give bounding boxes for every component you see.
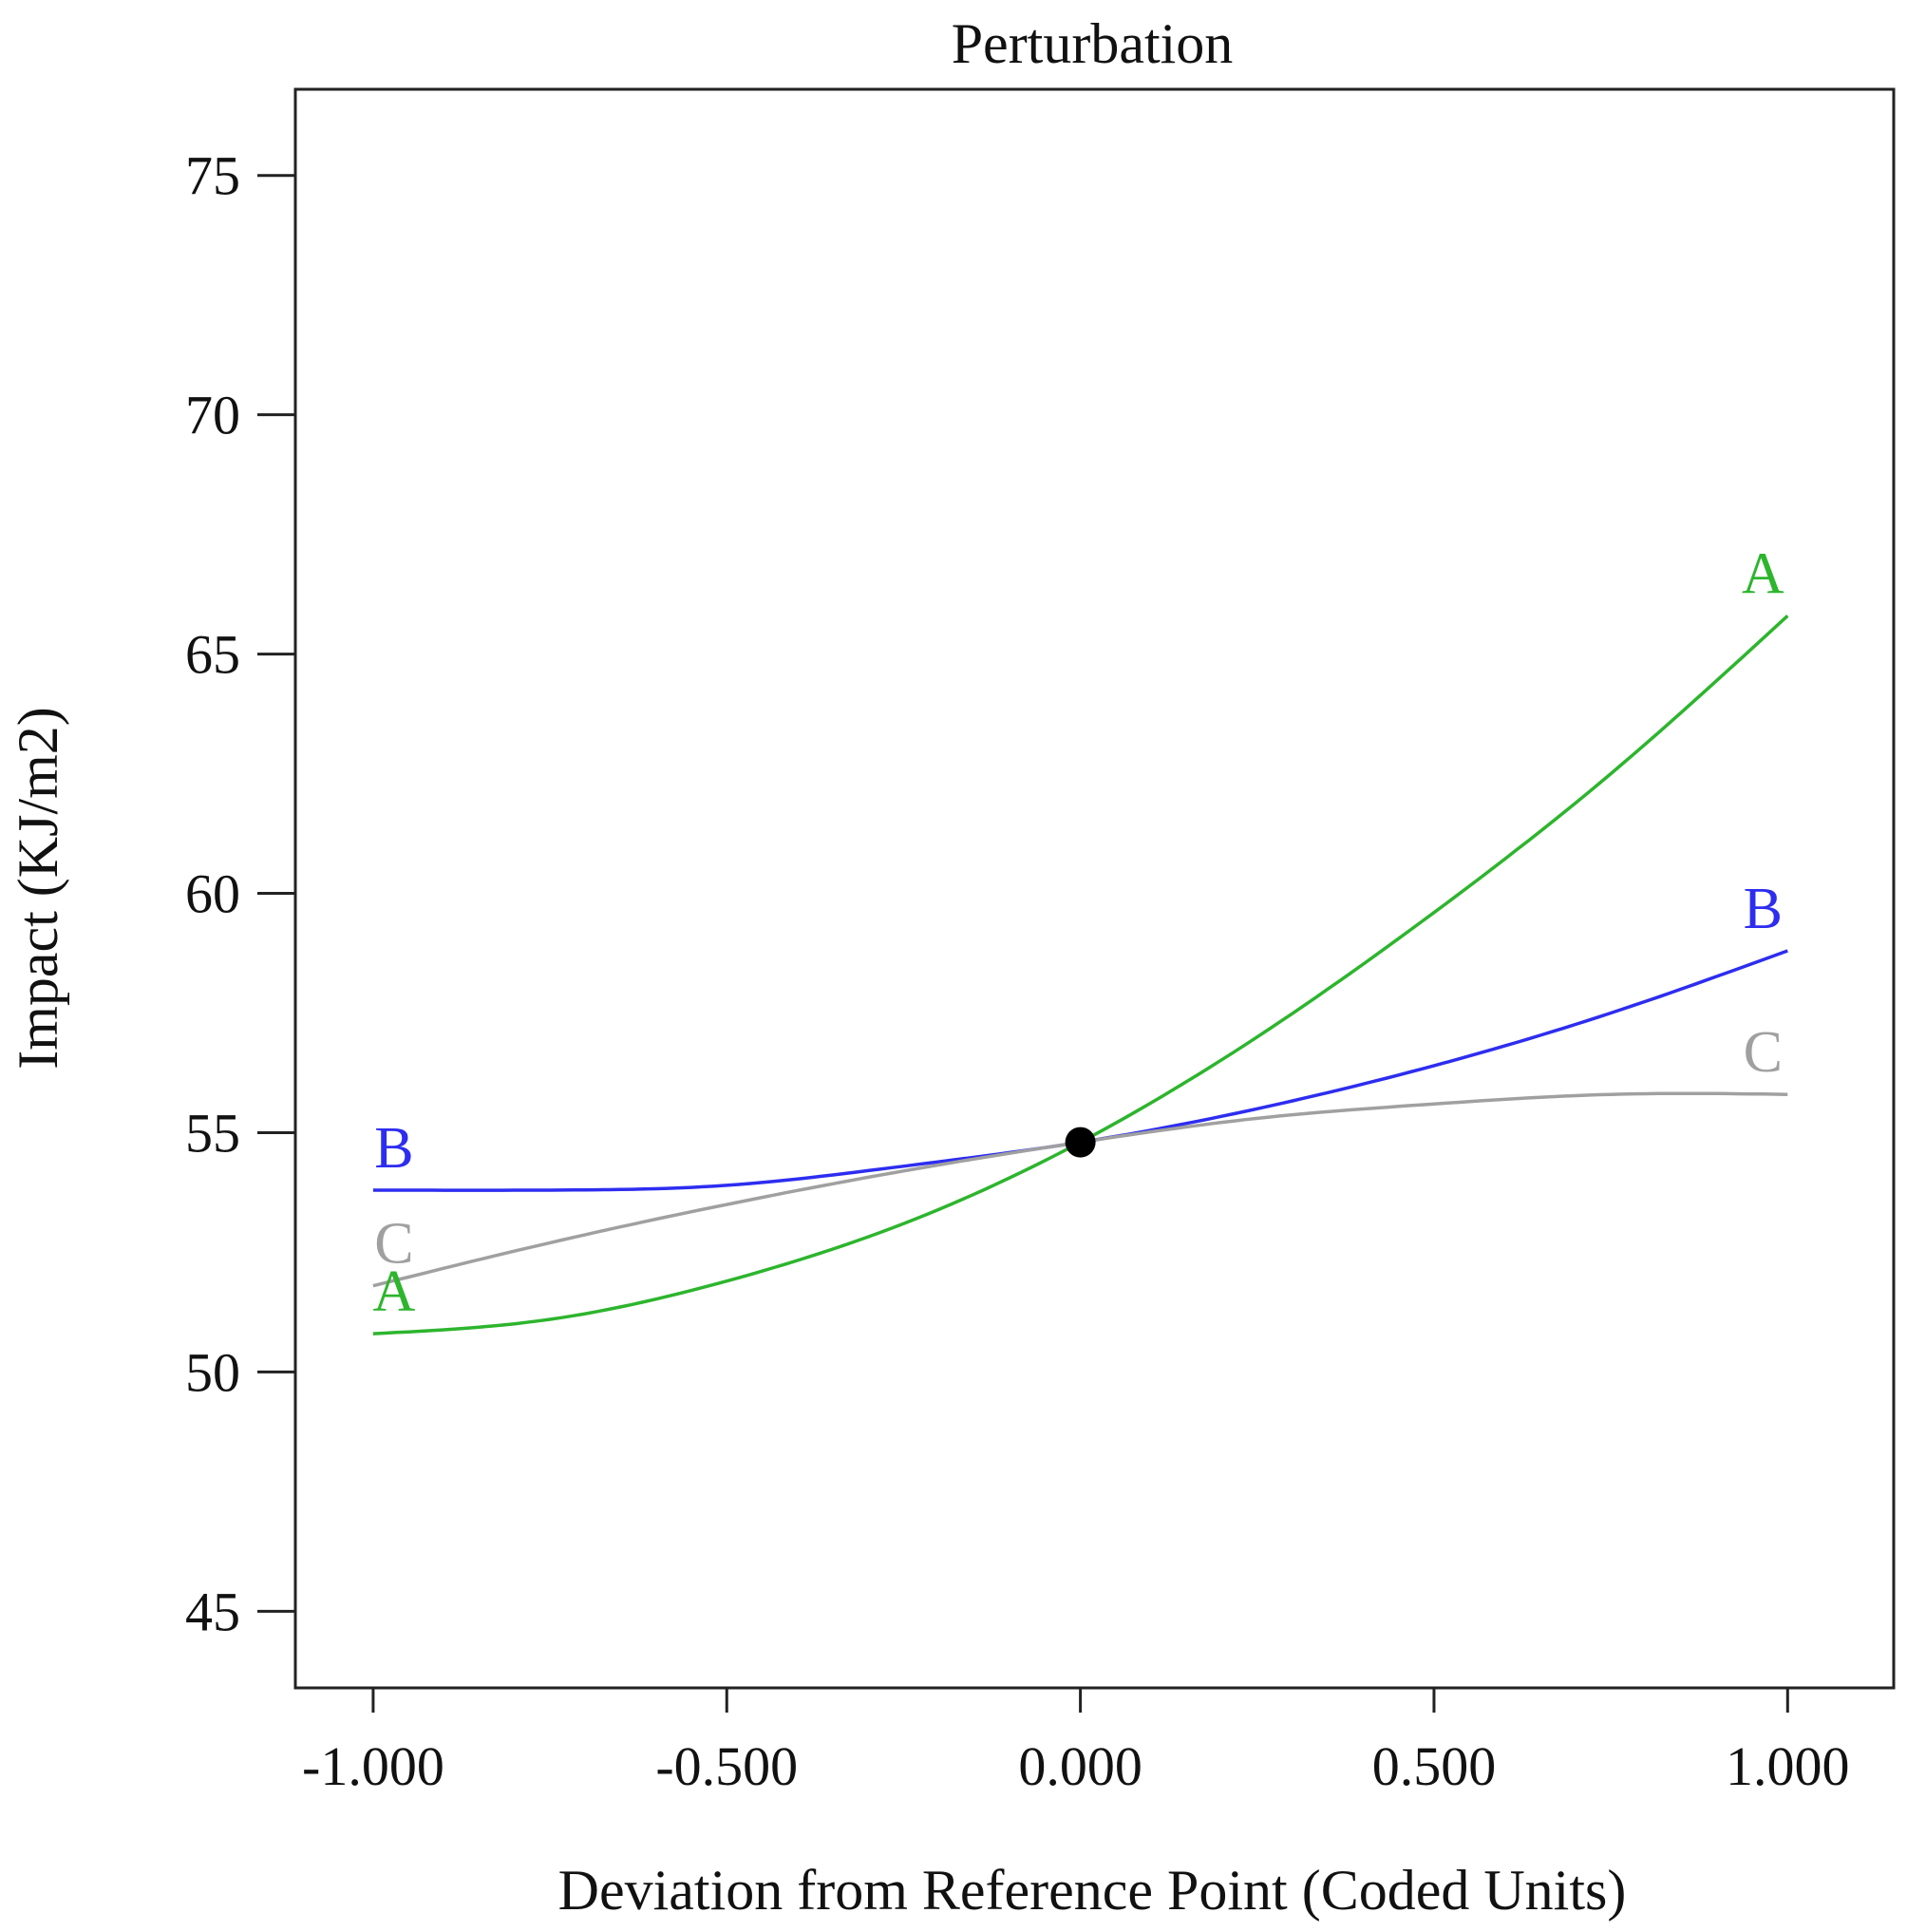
series-label-left-a: A <box>373 1260 416 1324</box>
x-tick-label: 0.500 <box>1372 1735 1497 1797</box>
series-label-left-b: B <box>374 1116 413 1181</box>
y-tick-label: 65 <box>185 624 240 686</box>
y-tick-label: 70 <box>185 385 240 446</box>
y-axis-title: Impact (KJ/m2) <box>7 707 69 1070</box>
series-lines <box>372 615 1789 1335</box>
series-label-right-b: B <box>1744 877 1783 941</box>
y-tick-label: 50 <box>185 1341 240 1403</box>
y-tick-label: 55 <box>185 1102 240 1164</box>
series-label-left-c: C <box>374 1212 413 1277</box>
x-tick-label: -0.500 <box>655 1735 798 1797</box>
y-tick-label: 75 <box>185 145 240 207</box>
plot-frame <box>293 87 1896 1690</box>
x-tick-label: 1.000 <box>1726 1735 1850 1797</box>
y-tick-label: 60 <box>185 863 240 925</box>
x-axis-title: Deviation from Reference Point (Coded Un… <box>558 1859 1627 1922</box>
series-label-right-a: A <box>1742 541 1784 606</box>
series-label-right-c: C <box>1744 1020 1783 1085</box>
x-axis: -1.000 -0.500 0.000 0.500 1.000 <box>302 1688 1850 1797</box>
chart-title: Perturbation <box>952 12 1234 75</box>
y-axis: 45 50 55 60 65 70 75 <box>185 145 295 1642</box>
reference-point-marker <box>1065 1127 1096 1158</box>
x-tick-label: -1.000 <box>302 1735 444 1797</box>
y-tick-label: 45 <box>185 1581 240 1642</box>
reference-point-group <box>1065 1127 1096 1158</box>
series-line-a <box>372 615 1789 1335</box>
x-tick-label: 0.000 <box>1018 1735 1142 1797</box>
